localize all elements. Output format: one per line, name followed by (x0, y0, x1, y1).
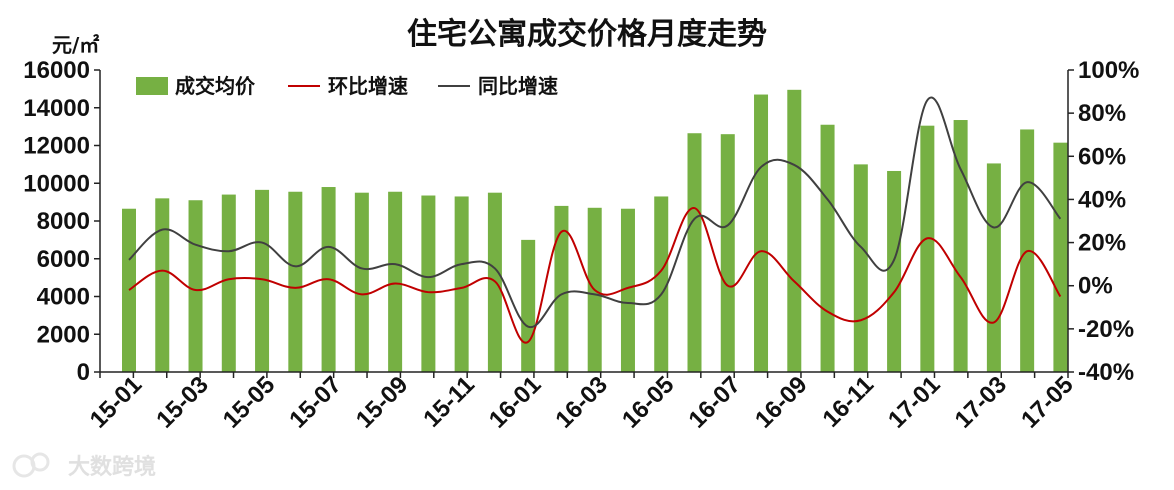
watermark-text: 大数跨境 (68, 454, 156, 480)
bar-17-02 (953, 120, 968, 372)
y-tick-label: 4000 (37, 284, 90, 311)
legend: 成交均价 环比增速 同比增速 (136, 74, 558, 98)
bar-16-11 (853, 164, 868, 372)
x-tick-label: 15-11 (418, 371, 480, 433)
chart-title: 住宅公寓成交价格月度走势 (407, 17, 767, 52)
y2-tick-label: 100% (1078, 57, 1139, 84)
bar-17-03 (986, 163, 1001, 372)
y2-tick-label: 0% (1078, 273, 1113, 300)
x-tick-label: 16-03 (550, 371, 613, 434)
y2-tick-label: 80% (1078, 100, 1126, 127)
x-tick-label: 17-05 (1016, 371, 1079, 434)
y-tick-label: 12000 (23, 133, 90, 160)
line-mom-series (128, 207, 1062, 344)
x-tick-label: 16-11 (818, 371, 880, 433)
x-axis-ticks: 15-01 15-03 15-05 15-07 15-09 15-11 16-01 16-03… (85, 371, 1079, 434)
x-tick-label: 17-03 (950, 371, 1013, 434)
x-tick-label: 15-05 (218, 371, 281, 434)
x-tick-label: 16-07 (684, 371, 747, 434)
bar-15-01 (122, 208, 136, 372)
legend-label-price: 成交均价 (175, 74, 256, 98)
x-tick-label: 15-07 (284, 371, 347, 434)
watermark: 大数跨境 (12, 452, 156, 480)
legend-label-yoy: 同比增速 (478, 74, 558, 98)
y-tick-label: 8000 (37, 208, 90, 235)
x-tick-label: 16-09 (750, 371, 813, 434)
bar-16-08 (754, 94, 769, 372)
right-axis-ticks: 100% 80% 60% 40% 20% 0% -20% -40% (1068, 57, 1139, 386)
y-tick-label: 0 (77, 359, 90, 386)
bar-15-03 (188, 200, 203, 372)
y-axis-unit: 元/㎡ (52, 33, 99, 57)
bar-17-01 (920, 125, 935, 373)
y-tick-label: 6000 (37, 246, 90, 273)
y2-tick-label: -40% (1078, 359, 1134, 386)
bar-15-11 (454, 196, 469, 372)
y-tick-label: 2000 (37, 321, 90, 348)
bar-16-07 (720, 134, 735, 372)
left-axis-ticks: 16000 14000 12000 10000 8000 6000 4000 2000 0 (23, 57, 100, 386)
bar-16-05 (654, 196, 669, 372)
bar-15-06 (288, 191, 303, 372)
bar-17-05 (1053, 142, 1068, 372)
bar-16-06 (687, 133, 702, 372)
y-tick-label: 16000 (23, 57, 90, 84)
bar-15-09 (388, 191, 403, 372)
line-yoy-series (128, 96, 1062, 328)
bar-15-08 (354, 192, 369, 372)
x-tick-label: 15-01 (85, 371, 148, 434)
y2-tick-label: 60% (1078, 143, 1126, 170)
legend-swatch-bar (136, 77, 168, 95)
bar-15-05 (255, 189, 270, 372)
x-tick-label: 15-03 (151, 371, 214, 434)
bar-16-10 (820, 124, 835, 372)
x-tick-label: 15-09 (351, 371, 414, 434)
watermark-logo-icon-ring (30, 452, 50, 472)
y2-tick-label: 20% (1078, 230, 1126, 257)
bar-16-01 (521, 239, 536, 372)
y2-tick-label: 40% (1078, 186, 1126, 213)
bar-series-group (122, 89, 1068, 373)
line-series-group (128, 96, 1062, 344)
bar-16-04 (620, 208, 635, 372)
bar-15-02 (155, 198, 170, 372)
bar-16-12 (887, 170, 902, 372)
x-tick-label: 16-05 (617, 371, 680, 434)
y-tick-label: 10000 (23, 170, 90, 197)
x-tick-label: 17-01 (883, 371, 946, 434)
y2-tick-label: -20% (1078, 316, 1134, 343)
y-tick-label: 14000 (23, 95, 90, 122)
x-tick-label: 16-01 (484, 371, 547, 434)
bar-15-04 (221, 194, 236, 372)
legend-label-mom: 环比增速 (328, 74, 408, 98)
bar-16-09 (787, 89, 802, 372)
bar-15-10 (421, 195, 436, 372)
bar-16-02 (554, 205, 569, 372)
